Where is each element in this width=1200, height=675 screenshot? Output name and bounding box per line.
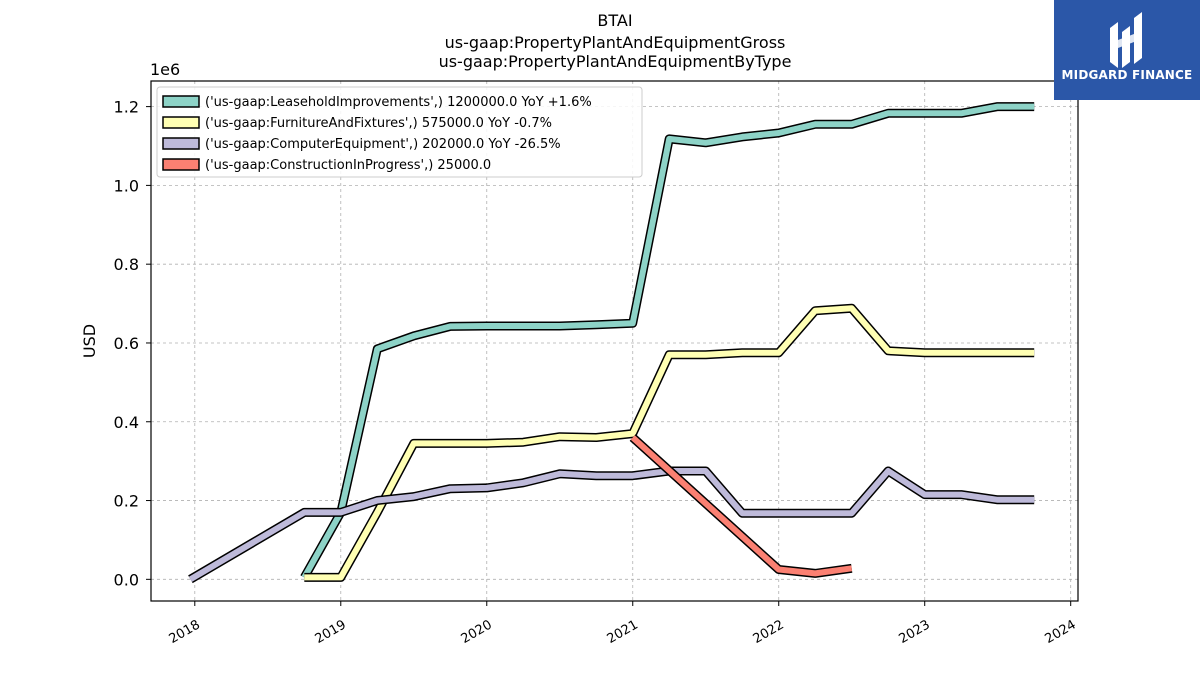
series-line [188,468,1035,582]
x-tick-label: 2022 [751,617,787,647]
chart-title-line-3: us-gaap:PropertyPlantAndEquipmentByType [439,52,792,71]
x-tick-label: 2024 [1043,617,1079,647]
legend: ('us-gaap:LeaseholdImprovements',) 12000… [156,86,643,178]
legend-swatch [162,95,200,108]
plot-frame [150,80,1079,602]
logo-mark-icon [1110,12,1142,68]
legend-box [156,86,643,178]
chart-title-line-1: BTAI [597,11,632,30]
x-tick-label: 2019 [313,617,349,647]
series-line [630,435,853,577]
series-3 [188,466,1035,584]
x-tick-label: 2021 [605,617,641,647]
y-tick-label: 0.8 [114,255,139,274]
y-tick-label: 1.0 [114,176,139,195]
legend-item-label: ('us-gaap:ConstructionInProgress',) 2500… [205,158,491,173]
y-tick-label: 0.4 [114,413,139,432]
series-line [301,103,1035,579]
series-layer [188,102,1035,584]
x-tick-label: 2020 [459,617,495,647]
x-tick-label: 2023 [897,617,933,647]
series-2 [304,303,1035,582]
legend-item-label: ('us-gaap:FurnitureAndFixtures',) 575000… [205,116,552,131]
series-1 [300,102,1035,580]
chart-title-line-2: us-gaap:PropertyPlantAndEquipmentGross [445,33,786,52]
y-tick-label: 0.2 [114,492,139,511]
y-tick-label: 0.6 [114,334,139,353]
legend-swatch [162,116,200,129]
y-tick-label: 0.0 [114,570,139,589]
y-scale-label: 1e6 [150,60,180,79]
legend-item-label: ('us-gaap:LeaseholdImprovements',) 12000… [205,95,592,110]
y-axis: 0.0 0.2 0.4 0.6 0.8 1.0 1.2 [114,98,151,589]
y-axis-label: USD [80,324,99,358]
x-tick-label: 2018 [167,617,203,647]
x-axis: 2018 2019 2020 2021 2022 2023 2024 [167,601,1079,647]
series-4 [629,434,853,578]
brand-logo: MIDGARD FINANCE [1054,0,1200,100]
series-line-outline [629,434,853,578]
series-line [304,305,1035,581]
legend-swatch [162,137,200,150]
legend-item-label: ('us-gaap:ComputerEquipment',) 202000.0 … [205,137,561,152]
logo-text: MIDGARD FINANCE [1061,68,1193,82]
legend-swatch [162,158,200,171]
y-tick-label: 1.2 [114,98,139,117]
